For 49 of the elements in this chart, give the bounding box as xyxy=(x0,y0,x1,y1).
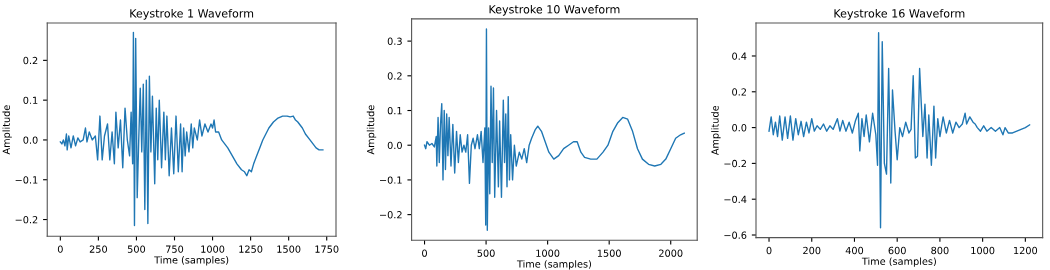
line-series xyxy=(59,31,324,227)
x-tick-label: 0 xyxy=(422,249,427,257)
y-tick-label: −0.2 xyxy=(724,159,746,168)
y-tick-label: 0.0 xyxy=(23,136,38,144)
chart-title: Keystroke 10 Waveform xyxy=(489,4,620,16)
line-series xyxy=(423,28,685,231)
x-axis-title: Time (samples) xyxy=(154,256,229,266)
x-tick-label: 0 xyxy=(766,246,772,255)
x-tick-label: 2000 xyxy=(659,249,683,257)
y-tick-label: 0.0 xyxy=(732,124,747,132)
y-axis-title: Amplitude xyxy=(366,105,377,155)
x-tick-label: 800 xyxy=(931,246,949,255)
x-axis-title: Time (samples) xyxy=(861,257,936,267)
x-tick-label: 1000 xyxy=(536,249,560,257)
line-series xyxy=(768,32,1031,229)
x-axis-title: Time (samples) xyxy=(516,260,591,270)
x-tick-label: 600 xyxy=(888,246,906,255)
x-tick-label: 1250 xyxy=(239,245,263,253)
y-tick-label: −0.2 xyxy=(15,216,38,224)
y-tick-label: 0.2 xyxy=(387,72,402,80)
y-tick-label: 0.0 xyxy=(387,141,402,150)
x-tick-label: 0 xyxy=(57,245,63,253)
y-tick-label: −0.4 xyxy=(724,195,747,204)
y-tick-label: −0.1 xyxy=(15,176,38,184)
y-tick-label: 0.3 xyxy=(387,37,402,45)
x-tick-label: 1500 xyxy=(277,245,301,253)
x-tick-label: 1200 xyxy=(1014,246,1038,255)
x-tick-label: 500 xyxy=(477,249,495,257)
x-tick-label: 1000 xyxy=(201,245,225,253)
x-tick-label: 1750 xyxy=(315,245,339,253)
x-tick-label: 750 xyxy=(166,245,184,253)
y-axis-title: Amplitude xyxy=(711,105,721,156)
x-tick-label: 200 xyxy=(803,246,821,255)
y-tick-label: 0.2 xyxy=(23,56,38,65)
y-tick-label: 0.4 xyxy=(732,52,747,60)
chart-title: Keystroke 1 Waveform xyxy=(130,8,254,20)
y-axis-title: Amplitude xyxy=(2,105,12,155)
y-tick-label: 0.1 xyxy=(23,96,38,104)
x-tick-label: 250 xyxy=(89,245,108,253)
x-tick-label: 1000 xyxy=(971,246,995,255)
y-tick-label: −0.6 xyxy=(724,231,747,239)
x-tick-label: 1500 xyxy=(597,249,621,257)
y-tick-label: −0.1 xyxy=(379,176,402,184)
y-tick-label: 0.1 xyxy=(387,106,402,115)
y-tick-label: 0.2 xyxy=(732,88,746,96)
x-tick-label: 400 xyxy=(845,246,864,255)
chart-title: Keystroke 16 Waveform xyxy=(834,8,965,20)
y-tick-label: −0.2 xyxy=(379,211,402,219)
x-tick-label: 500 xyxy=(127,245,146,253)
